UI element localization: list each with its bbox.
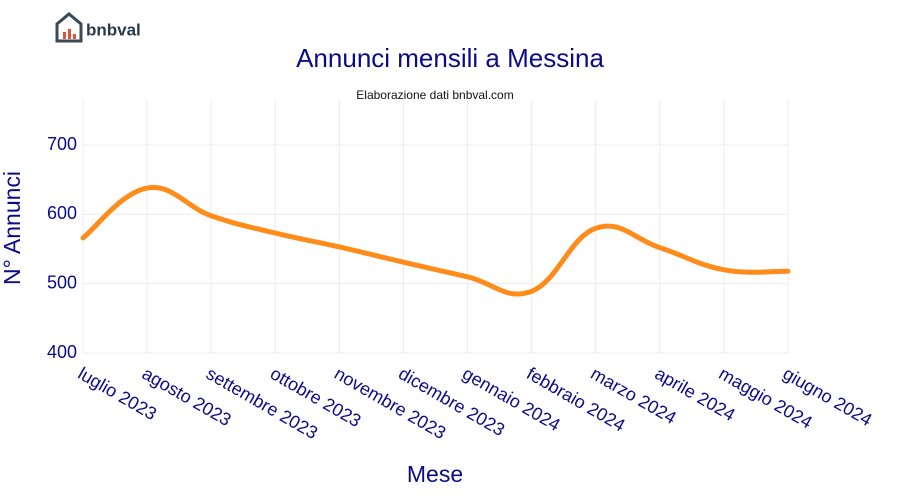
y-axis-label: N° Annunci [0, 171, 25, 285]
x-tick-label: dicembre 2023 [395, 363, 508, 440]
x-tick-label: novembre 2023 [331, 363, 449, 443]
logo-icon [68, 29, 71, 39]
data-line [80, 185, 791, 297]
y-tick-label: 600 [47, 203, 77, 223]
chart-subtitle: Elaborazione dati bnbval.com [356, 88, 513, 102]
logo-icon [55, 12, 83, 43]
y-tick-label: 400 [47, 342, 77, 362]
x-axis-label: Mese [407, 461, 463, 487]
logo-icon [73, 34, 76, 39]
brand: bnbval [86, 20, 141, 39]
chart-title: Annunci mensili a Messina [296, 43, 604, 73]
y-tick-label: 500 [47, 272, 77, 292]
x-tick-label: settembre 2023 [203, 363, 321, 443]
y-tick-label: 700 [47, 134, 77, 154]
logo: bnbval [55, 12, 141, 43]
logo-icon [63, 32, 66, 39]
